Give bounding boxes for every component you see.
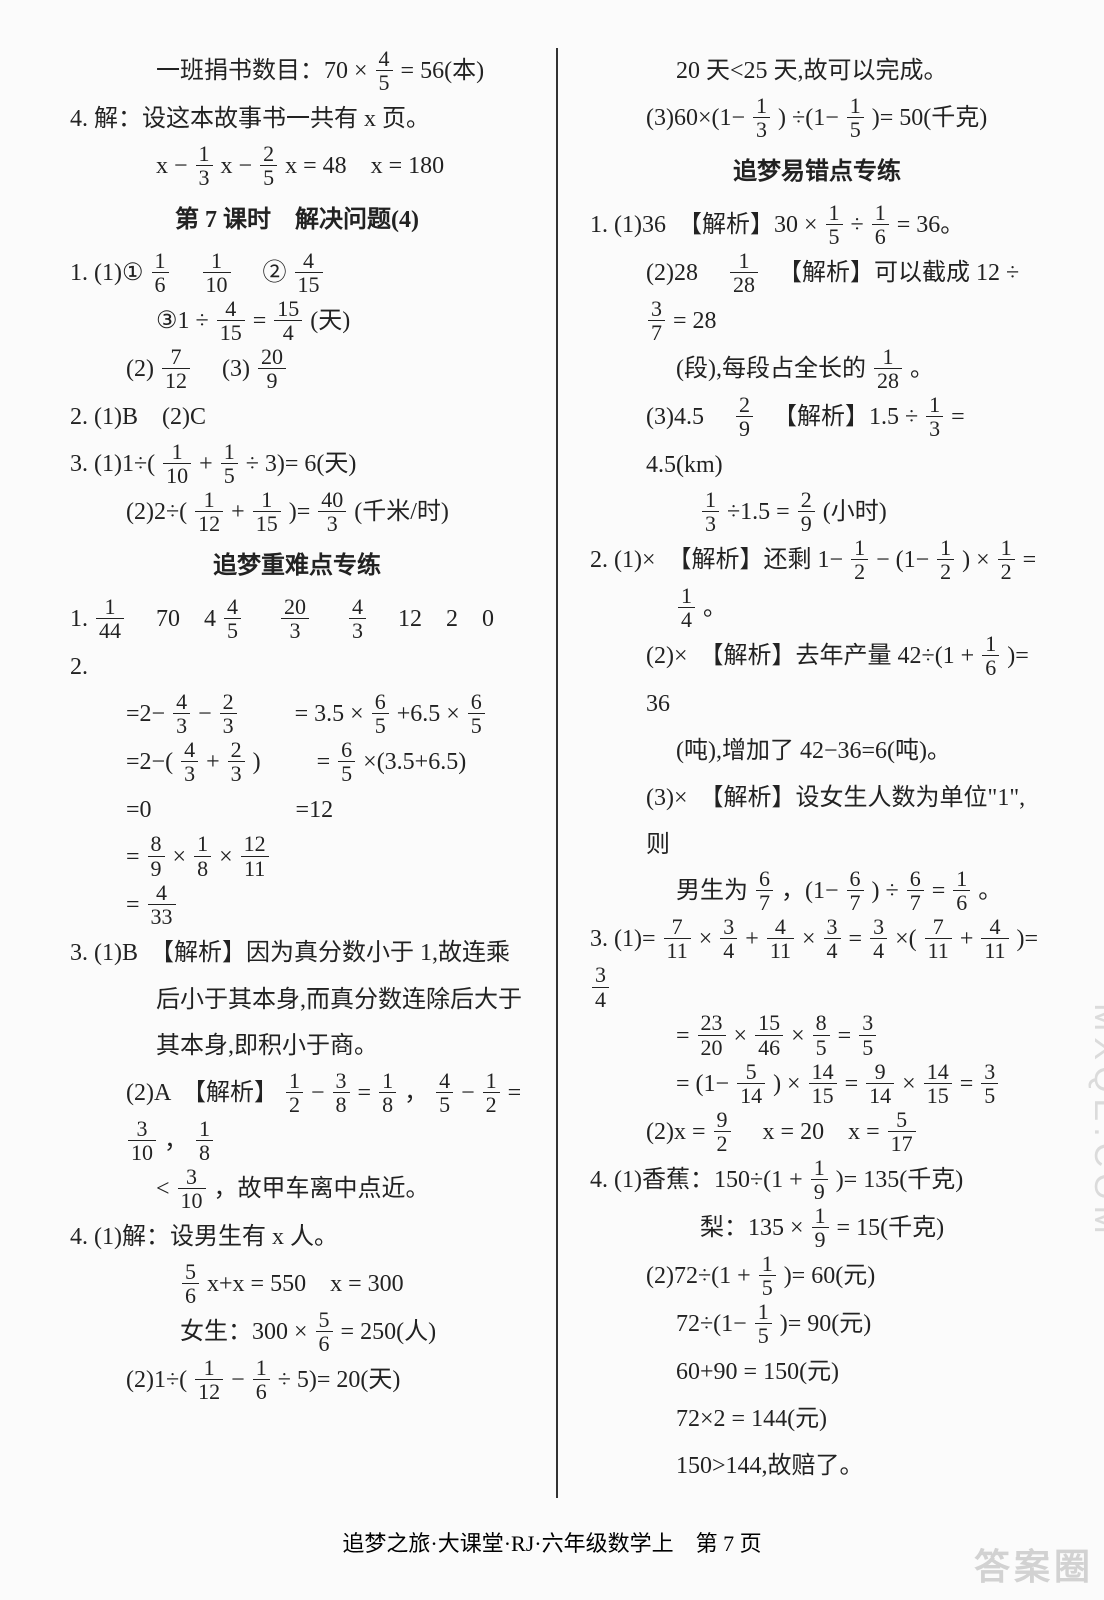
right-column: 20 天<25 天,故可以完成。 (3)60×(1− 13 ) ÷(1− 15 … xyxy=(590,48,1044,1498)
watermark: MXQE.COM xyxy=(1086,1003,1104,1240)
line: 一班捐书数目：70 × 45 = 56(本) xyxy=(70,48,524,96)
fraction: 45 xyxy=(376,47,393,94)
line: = (1− 514 ) × 1415 = 914 × 1415 = 35 xyxy=(590,1061,1044,1109)
line: 2. (1)B (2)C xyxy=(70,394,524,441)
line: 1. (1)① 16 110 ② 415 xyxy=(70,250,524,298)
line: (3)× 【解析】设女生人数为单位"1",则 xyxy=(590,775,1044,869)
line: (吨),增加了 42−36=6(吨)。 xyxy=(590,728,1044,775)
line: (2) 712 (3) 209 xyxy=(70,346,524,394)
line: 男生为 67 ，(1− 67 ) ÷ 67 = 16 。 xyxy=(590,868,1044,916)
two-column-layout: 一班捐书数目：70 × 45 = 56(本) 4. 解：设这本故事书一共有 x … xyxy=(70,48,1044,1498)
line: 后小于其本身,而真分数连除后大于 xyxy=(70,977,524,1024)
pair-line: =0 =12 xyxy=(70,787,524,834)
line: 1. (1)36 【解析】30 × 15 ÷ 16 = 36。 xyxy=(590,202,1044,250)
line: 梨：135 × 19 = 15(千克) xyxy=(590,1205,1044,1253)
section-heading: 追梦重难点专练 xyxy=(70,543,524,590)
line: 56 x+x = 550 x = 300 xyxy=(70,1261,524,1309)
line: 13 ÷1.5 = 29 (小时) xyxy=(590,489,1044,537)
line: (2)1÷( 112 − 16 ÷ 5)= 20(天) xyxy=(70,1357,524,1405)
line: 60+90 = 150(元) xyxy=(590,1349,1044,1396)
line: 2. (1)× 【解析】还剩 1− 12 − (1− 12 ) × 12 = xyxy=(590,537,1044,585)
line: 4. (1)解：设男生有 x 人。 xyxy=(70,1214,524,1261)
line: (2)2÷( 112 + 115 )= 403 (千米/时) xyxy=(70,489,524,537)
line: 其本身,即积小于商。 xyxy=(70,1023,524,1070)
line: 3. (1)1÷( 110 + 15 ÷ 3)= 6(天) xyxy=(70,441,524,489)
line: = 89 × 18 × 1211 xyxy=(70,834,524,882)
line: = 2320 × 1546 × 85 = 35 xyxy=(590,1013,1044,1061)
pair-line: =2−( 43 + 23 ) = 65 ×(3.5+6.5) xyxy=(70,739,524,787)
line: 1. 144 70 4 45 203 43 12 2 0 xyxy=(70,596,524,644)
line: (2)x = 92 x = 20 x = 517 xyxy=(590,1109,1044,1157)
line: x − 13 x − 25 x = 48 x = 180 xyxy=(70,143,524,191)
line: 72×2 = 144(元) xyxy=(590,1396,1044,1443)
page-footer: 追梦之旅·大课堂·RJ·六年级数学上 第 7 页 xyxy=(0,1526,1104,1558)
line: 3. (1)B 【解析】因为真分数小于 1,故连乘 xyxy=(70,930,524,977)
corner-badge: 答案圈 xyxy=(974,1538,1094,1590)
line: 4. (1)香蕉：150÷(1 + 19 )= 135(千克) xyxy=(590,1157,1044,1205)
line: 150>144,故赔了。 xyxy=(590,1443,1044,1490)
line: (3)60×(1− 13 ) ÷(1− 15 )= 50(千克) xyxy=(590,95,1044,143)
line: (2)28 128 【解析】可以截成 12 ÷ 37 = 28 xyxy=(590,250,1044,346)
text: = 56(本) xyxy=(401,58,485,84)
line: 14 。 xyxy=(590,585,1044,633)
line: (段),每段占全长的 128 。 xyxy=(590,346,1044,394)
line: < 310 ，故甲车离中点近。 xyxy=(70,1166,524,1214)
line: 女生：300 × 56 = 250(人) xyxy=(70,1309,524,1357)
line: 3. (1)= 711 × 34 + 411 × 34 = 34 ×( 711 … xyxy=(590,916,1044,1012)
column-divider xyxy=(556,48,558,1498)
text: 一班捐书数目：70 × xyxy=(156,58,374,84)
line: 72÷(1− 15 )= 90(元) xyxy=(590,1301,1044,1349)
line: (2)72÷(1 + 15 )= 60(元) xyxy=(590,1253,1044,1301)
line: 20 天<25 天,故可以完成。 xyxy=(590,48,1044,95)
page: 一班捐书数目：70 × 45 = 56(本) 4. 解：设这本故事书一共有 x … xyxy=(0,0,1104,1600)
section-heading: 第 7 课时 解决问题(4) xyxy=(70,197,524,244)
line: 2. xyxy=(70,644,524,691)
line: (2)× 【解析】去年产量 42÷(1 + 16 )= 36 xyxy=(590,633,1044,728)
line: ③1 ÷ 415 = 154 (天) xyxy=(70,298,524,346)
left-column: 一班捐书数目：70 × 45 = 56(本) 4. 解：设这本故事书一共有 x … xyxy=(70,48,524,1498)
line: (2)A 【解析】 12 − 38 = 18 ， 45 − 12 = 310 ，… xyxy=(70,1070,524,1166)
line: = 433 xyxy=(70,882,524,930)
section-heading: 追梦易错点专练 xyxy=(590,149,1044,196)
pair-line: =2− 43 − 23 = 3.5 × 65 +6.5 × 65 xyxy=(70,691,524,739)
line: 4. 解：设这本故事书一共有 x 页。 xyxy=(70,96,524,143)
line: (3)4.5 29 【解析】1.5 ÷ 13 = 4.5(km) xyxy=(590,394,1044,489)
